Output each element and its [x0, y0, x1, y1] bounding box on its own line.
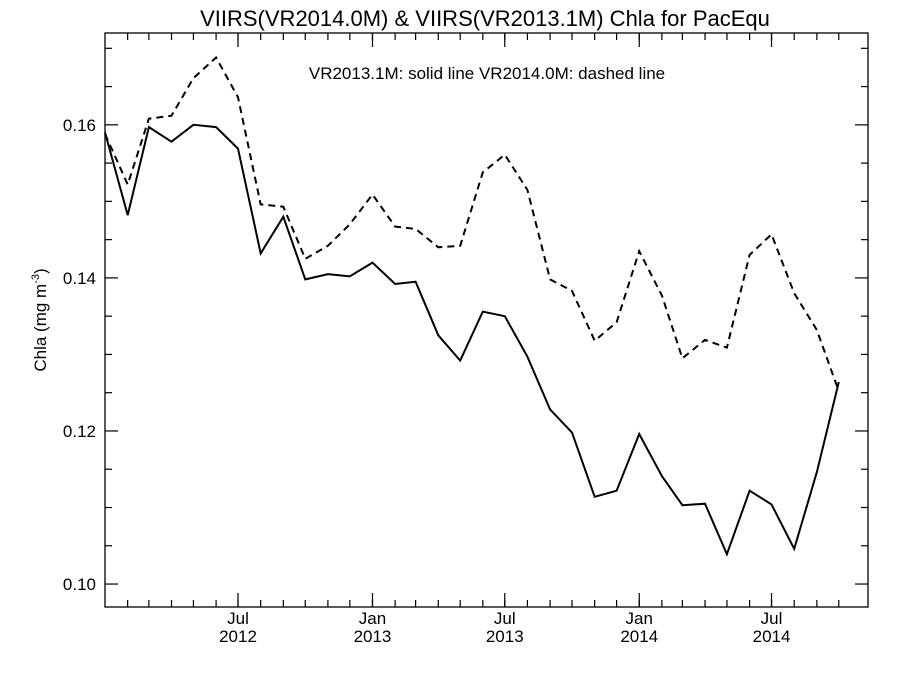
- x-tick-label-month: Jul: [227, 609, 249, 628]
- y-axis-label-superscript: -3: [30, 274, 42, 284]
- ticks-layer: [105, 33, 868, 607]
- tick-labels-layer: 0.100.120.140.16Jul2012Jan2013Jul2013Jan…: [63, 116, 791, 646]
- x-tick-label-month: Jul: [494, 609, 516, 628]
- y-tick-label: 0.16: [63, 116, 96, 135]
- x-tick-label-year: 2014: [753, 627, 791, 646]
- x-tick-label-year: 2014: [620, 627, 658, 646]
- y-tick-label: 0.10: [63, 575, 96, 594]
- legend-annotation: VR2013.1M: solid line VR2014.0M: dashed …: [309, 64, 665, 83]
- y-tick-label: 0.14: [63, 269, 96, 288]
- series-layer: [104, 55, 840, 557]
- x-tick-label-month: Jan: [626, 609, 653, 628]
- y-axis-label: Chla (mg m-3): [30, 268, 50, 371]
- y-tick-label: 0.12: [63, 422, 96, 441]
- series-line-vr2013-1m: [104, 123, 840, 557]
- chart-title: VIIRS(VR2014.0M) & VIIRS(VR2013.1M) Chla…: [200, 6, 770, 31]
- plot-frame: [104, 32, 869, 608]
- x-tick-label-year: 2013: [486, 627, 524, 646]
- x-tick-label-year: 2012: [219, 627, 257, 646]
- x-tick-label-year: 2013: [354, 627, 392, 646]
- x-tick-label-month: Jan: [359, 609, 386, 628]
- y-axis-label-main: Chla (mg m: [31, 284, 50, 372]
- y-axis-label-suffix: ): [31, 268, 50, 274]
- x-tick-label-month: Jul: [761, 609, 783, 628]
- series-line-vr2014-0m: [104, 55, 840, 392]
